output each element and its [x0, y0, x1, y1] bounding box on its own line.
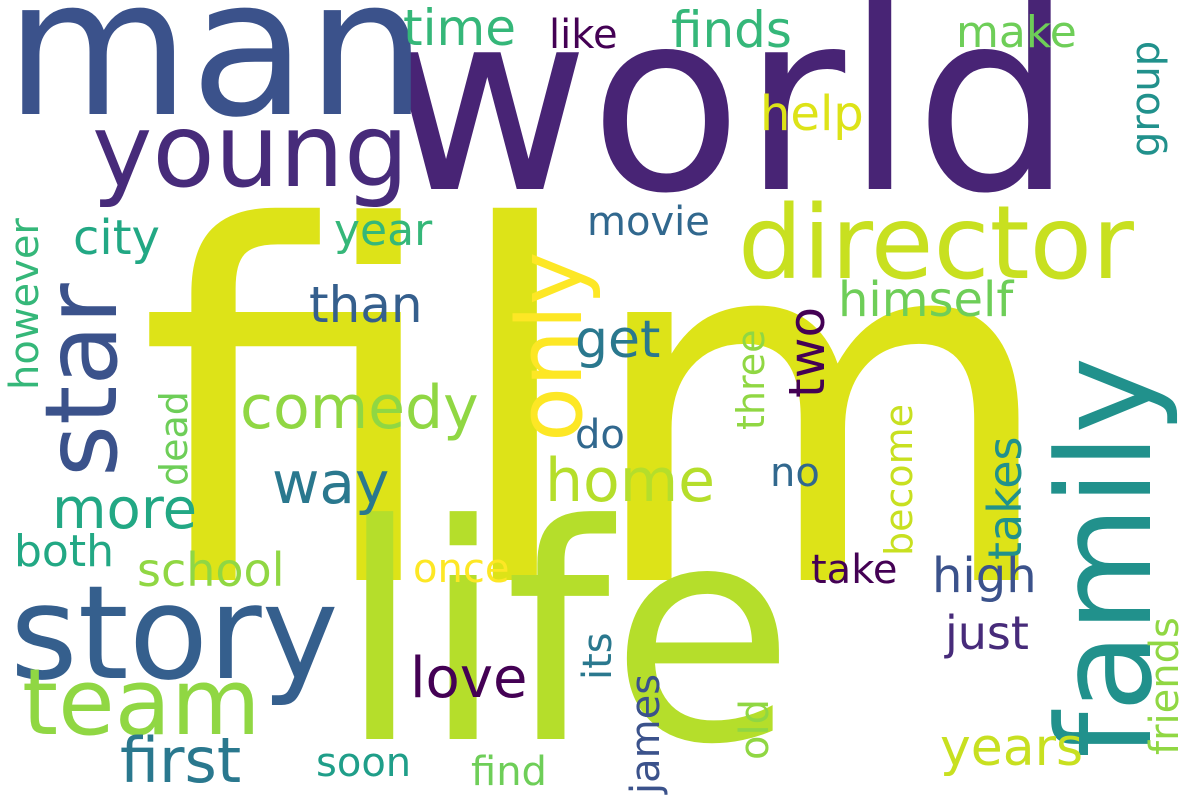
word-year: year	[334, 205, 433, 256]
word-two: two	[778, 306, 836, 398]
word-high: high	[932, 548, 1037, 604]
word-dead: dead	[152, 391, 196, 486]
word-than: than	[309, 276, 423, 334]
word-way: way	[272, 449, 390, 517]
word-just: just	[945, 606, 1029, 660]
word-however: however	[2, 218, 48, 390]
word-team: team	[22, 649, 261, 756]
word-once: once	[413, 546, 510, 592]
word-takes: takes	[978, 436, 1032, 561]
word-school: school	[137, 543, 285, 597]
word-make: make	[956, 7, 1077, 58]
word-old: old	[732, 699, 778, 760]
word-first: first	[120, 724, 242, 797]
word-help: help	[760, 86, 864, 142]
word-years: years	[940, 718, 1084, 778]
word-friends: friends	[1142, 617, 1188, 755]
word-home: home	[545, 446, 716, 516]
word-director: director	[738, 184, 1134, 303]
word-do: do	[575, 412, 625, 458]
word-man: man	[5, 0, 427, 159]
word-find: find	[471, 749, 547, 795]
word-time: time	[403, 0, 516, 57]
word-no: no	[770, 450, 820, 496]
word-like: like	[549, 12, 618, 58]
word-movie: movie	[587, 199, 710, 245]
word-more: more	[52, 477, 198, 542]
word-get: get	[575, 310, 661, 370]
word-group: group	[1123, 40, 1169, 157]
word-its: its	[575, 632, 621, 680]
word-both: both	[14, 526, 114, 577]
word-finds: finds	[671, 1, 792, 59]
word-film: film	[138, 125, 1061, 696]
word-story: story	[10, 557, 339, 709]
word-love: love	[410, 646, 528, 711]
word-city: city	[73, 210, 160, 266]
word-comedy: comedy	[240, 373, 479, 443]
word-three: three	[729, 329, 773, 430]
word-life: life	[338, 461, 795, 800]
word-world: world	[385, 0, 1074, 248]
word-take: take	[811, 547, 898, 593]
word-young: young	[92, 92, 409, 211]
word-james: james	[623, 673, 669, 794]
word-soon: soon	[316, 740, 412, 786]
word-himself: himself	[838, 272, 1014, 328]
word-become: become	[877, 403, 921, 556]
